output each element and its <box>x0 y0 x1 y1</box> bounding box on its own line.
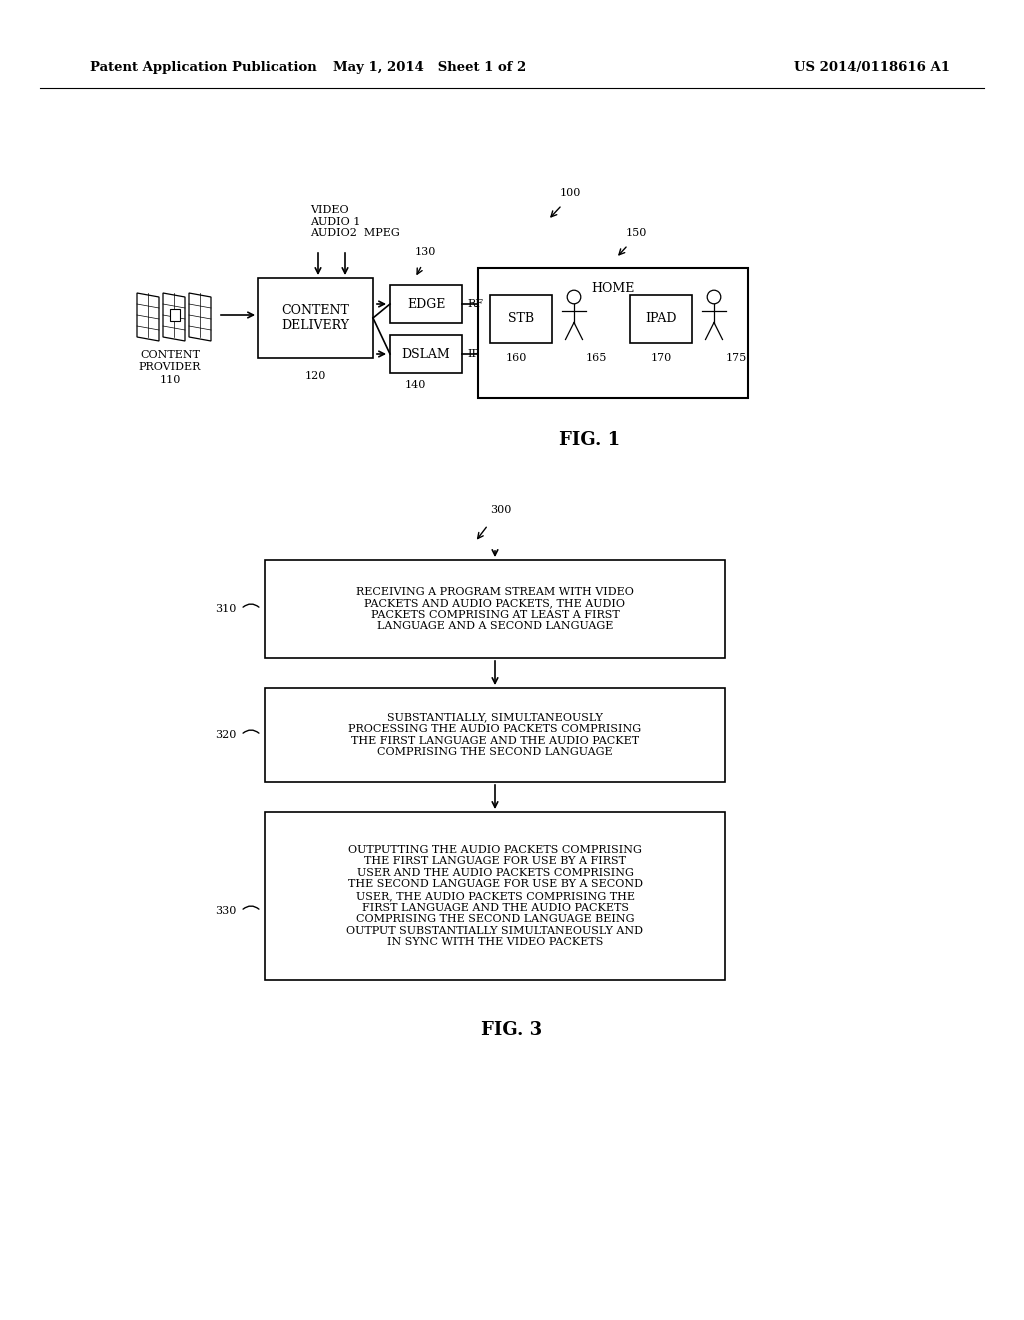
Text: 150: 150 <box>626 228 647 238</box>
Text: 300: 300 <box>490 506 511 515</box>
Text: 320: 320 <box>216 730 237 741</box>
Text: 100: 100 <box>560 187 582 198</box>
Text: IPAD: IPAD <box>645 313 677 326</box>
Text: EDGE: EDGE <box>407 297 445 310</box>
Text: RECEIVING A PROGRAM STREAM WITH VIDEO
PACKETS AND AUDIO PACKETS, THE AUDIO
PACKE: RECEIVING A PROGRAM STREAM WITH VIDEO PA… <box>356 586 634 631</box>
Bar <box>490 294 552 343</box>
Text: Patent Application Publication: Patent Application Publication <box>90 62 316 74</box>
Text: 310: 310 <box>216 605 237 614</box>
Bar <box>265 688 725 781</box>
Text: 120: 120 <box>304 371 326 381</box>
Text: 140: 140 <box>404 380 426 389</box>
Bar <box>258 279 373 358</box>
Bar <box>265 812 725 979</box>
Text: STB: STB <box>508 313 535 326</box>
Polygon shape <box>137 293 159 341</box>
Bar <box>478 268 748 399</box>
Text: 160: 160 <box>505 352 526 363</box>
Text: May 1, 2014   Sheet 1 of 2: May 1, 2014 Sheet 1 of 2 <box>334 62 526 74</box>
Bar <box>630 294 692 343</box>
Text: DSLAM: DSLAM <box>401 347 451 360</box>
Polygon shape <box>163 293 185 341</box>
Text: CONTENT
DELIVERY: CONTENT DELIVERY <box>281 304 349 333</box>
Circle shape <box>567 290 581 304</box>
Text: SUBSTANTIALLY, SIMULTANEOUSLY
PROCESSING THE AUDIO PACKETS COMPRISING
THE FIRST : SUBSTANTIALLY, SIMULTANEOUSLY PROCESSING… <box>348 713 642 758</box>
Text: VIDEO
AUDIO 1
AUDIO2  MPEG: VIDEO AUDIO 1 AUDIO2 MPEG <box>310 205 399 238</box>
Bar <box>390 335 462 374</box>
Text: 330: 330 <box>216 906 237 916</box>
Text: US 2014/0118616 A1: US 2014/0118616 A1 <box>794 62 950 74</box>
Text: IP: IP <box>467 348 479 359</box>
Polygon shape <box>189 293 211 341</box>
Text: 165: 165 <box>586 352 607 363</box>
Text: FIG. 1: FIG. 1 <box>559 432 621 449</box>
Text: HOME: HOME <box>591 282 635 294</box>
Bar <box>170 309 180 321</box>
Text: FIG. 3: FIG. 3 <box>481 1020 543 1039</box>
Bar <box>390 285 462 323</box>
Text: 130: 130 <box>415 247 436 257</box>
Circle shape <box>708 290 721 304</box>
Text: 110: 110 <box>160 375 180 385</box>
Text: 170: 170 <box>650 352 672 363</box>
Text: CONTENT
PROVIDER: CONTENT PROVIDER <box>139 350 201 372</box>
Text: 175: 175 <box>726 352 748 363</box>
Bar <box>265 560 725 657</box>
Text: RF: RF <box>467 300 483 309</box>
Text: OUTPUTTING THE AUDIO PACKETS COMPRISING
THE FIRST LANGUAGE FOR USE BY A FIRST
US: OUTPUTTING THE AUDIO PACKETS COMPRISING … <box>346 845 643 948</box>
